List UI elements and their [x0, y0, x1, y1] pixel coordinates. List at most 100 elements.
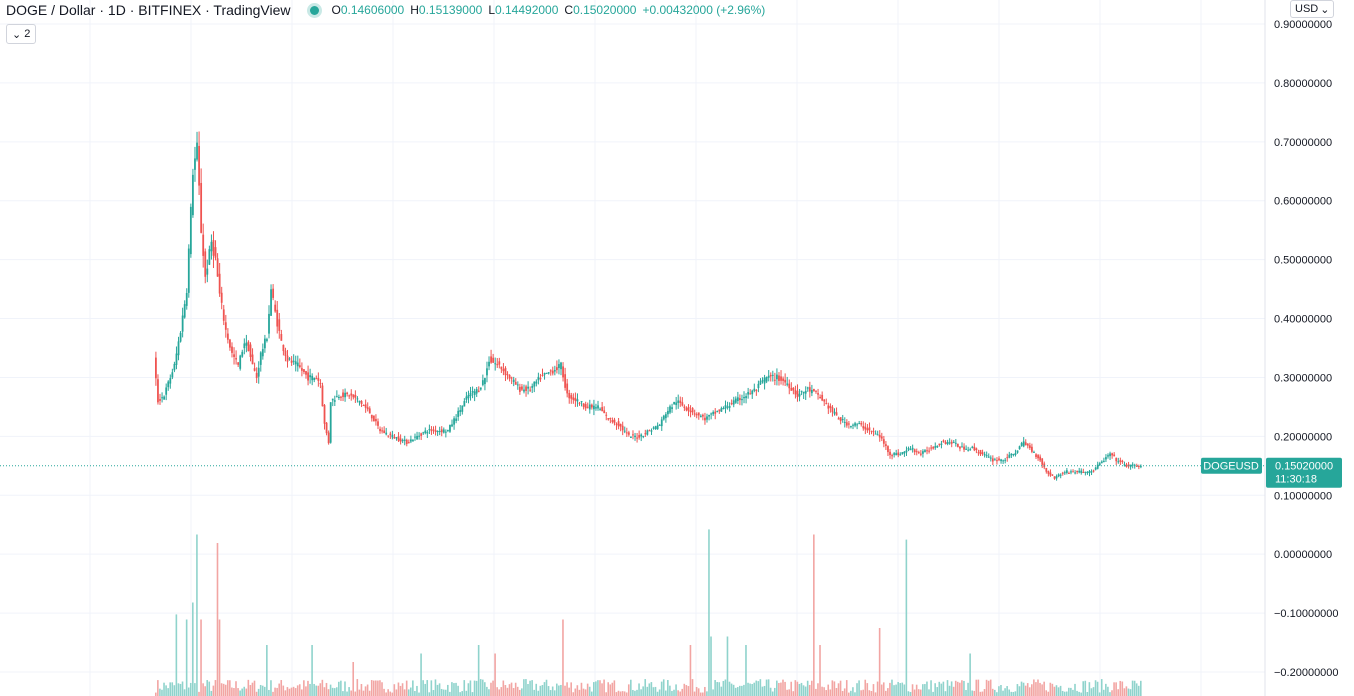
volume-bar [625, 692, 628, 696]
volume-bar [897, 682, 899, 696]
volume-bar [973, 690, 976, 696]
volume-bar [654, 686, 657, 696]
candle-body [393, 437, 396, 439]
candle-body [461, 405, 464, 412]
volume-bar [767, 679, 770, 696]
collapse-indicators-button[interactable]: ⌄ 2 [6, 24, 37, 44]
volume-bar [574, 688, 577, 696]
volume-bar [755, 680, 758, 696]
candle-body [632, 434, 634, 436]
candle-body [1088, 470, 1091, 473]
volume-bar [233, 688, 235, 696]
candle-body [292, 360, 295, 362]
candle-body [889, 451, 891, 456]
volume-bar [745, 645, 747, 696]
candle-body [761, 380, 764, 382]
volume-bar [930, 680, 932, 696]
volume-bar [749, 683, 751, 696]
candle-body [1082, 472, 1085, 474]
candle-body [422, 432, 425, 434]
volume-bar [173, 685, 176, 696]
candle-body [724, 405, 727, 409]
candle-body [590, 404, 593, 408]
volume-bar [609, 684, 612, 696]
candle-body [233, 354, 235, 357]
candle-body [173, 363, 176, 371]
candle-body [412, 440, 414, 442]
volume-bar [773, 687, 776, 696]
candle-body [839, 417, 842, 422]
candle-body [784, 379, 787, 383]
candle-body [701, 414, 704, 417]
volume-bar [428, 692, 431, 696]
volume-bar [420, 653, 422, 696]
candle-body [245, 342, 248, 346]
volume-bar [202, 683, 204, 696]
volume-bar [1117, 689, 1119, 696]
volume-bar [611, 682, 614, 696]
volume-bar [263, 686, 266, 696]
candle-body [675, 402, 678, 406]
candle-body [985, 455, 988, 457]
volume-bar [317, 685, 320, 696]
volume-bar [858, 680, 860, 696]
y-tick-label: −0.10000000 [1274, 608, 1339, 620]
candle-body [891, 455, 893, 457]
volume-bar [586, 683, 589, 696]
volume-bar [282, 685, 285, 696]
volume-bar [243, 686, 246, 696]
candle-body [383, 430, 386, 434]
currency-select[interactable]: USD ⌄ [1290, 0, 1335, 18]
volume-bar [492, 680, 494, 696]
y-tick-label: 0.00000000 [1274, 549, 1332, 561]
volume-bar [794, 680, 797, 696]
candle-body [595, 407, 597, 409]
volume-bar [467, 683, 470, 696]
candle-body [442, 429, 445, 433]
candlesticks [155, 131, 1142, 481]
candle-body [753, 388, 756, 391]
volume-bar [194, 683, 196, 696]
volume-bar [936, 687, 939, 696]
candle-body [475, 389, 478, 394]
volume-bar [669, 685, 671, 696]
candle-body [169, 378, 172, 384]
volume-bar [187, 687, 190, 696]
last-price-box [1266, 457, 1342, 488]
candle-body [521, 386, 523, 390]
candle-body [810, 389, 813, 394]
candle-body [1098, 463, 1101, 466]
candle-body [239, 355, 242, 369]
candle-body [578, 402, 581, 404]
candle-body [776, 374, 778, 380]
volume-bar [416, 685, 418, 696]
volume-bar [484, 682, 486, 696]
candle-body [854, 423, 856, 426]
volume-bar [919, 689, 922, 696]
candle-body [335, 396, 338, 398]
volume-bar [1096, 681, 1099, 696]
volume-bar [502, 680, 505, 696]
volume-bar [1065, 691, 1068, 696]
volume-bar [214, 680, 217, 696]
volume-bar [477, 645, 480, 696]
candle-body [350, 393, 353, 396]
candle-body [671, 407, 673, 409]
candle-body [1061, 472, 1064, 474]
open-key: O [331, 3, 341, 17]
volume-bar [675, 684, 677, 696]
symbol-title[interactable]: DOGE / Dollar · 1D · BITFINEX · TradingV… [6, 2, 291, 18]
candle-body [340, 396, 342, 398]
volume-bar [784, 681, 786, 696]
candle-body [488, 361, 490, 367]
volume-bar [486, 686, 488, 696]
volume-bar [582, 688, 585, 696]
volume-bar [915, 684, 918, 696]
volume-bar [1074, 683, 1076, 696]
candle-body [821, 394, 824, 401]
price-axis[interactable]: 0.90000000 0.80000000 0.70000000 0.60000000… [1264, 0, 1339, 696]
candle-body [516, 384, 519, 386]
candle-body [868, 427, 871, 431]
volume-bar [718, 682, 721, 696]
